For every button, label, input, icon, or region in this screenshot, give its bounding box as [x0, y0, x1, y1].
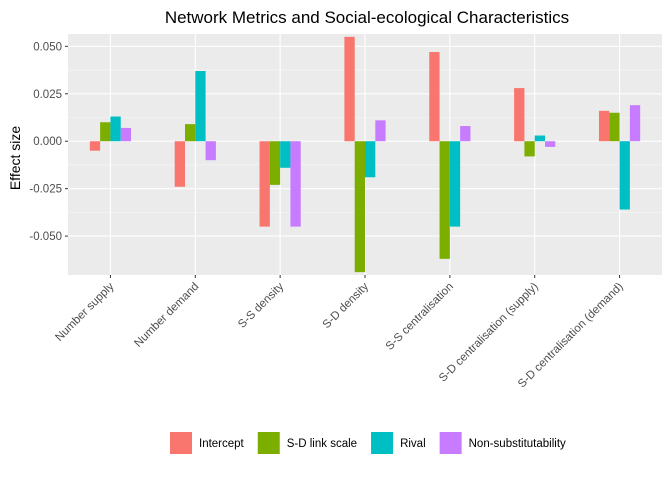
bar — [354, 141, 365, 273]
bar — [195, 71, 206, 142]
x-tick-label: S-D centralisation (supply) — [437, 281, 541, 385]
legend-item: Rival — [371, 432, 426, 454]
bars — [89, 36, 641, 273]
x-axis: Number supply Number demand S-S density S-D… — [53, 275, 626, 390]
bar — [205, 141, 216, 161]
bar — [449, 141, 461, 227]
bar — [100, 122, 111, 142]
y-tick-label: -0.025 — [29, 184, 62, 196]
x-tick-label: Number demand — [132, 281, 201, 350]
bar — [545, 141, 556, 147]
bar — [524, 141, 535, 157]
y-tick-label: 0.000 — [33, 136, 62, 148]
bar — [269, 141, 281, 185]
bar — [174, 141, 185, 187]
bar — [429, 52, 440, 142]
bar — [609, 112, 620, 142]
legend: Intercept S-D link scale Rival Non-substitu… — [170, 432, 566, 454]
legend-swatch — [439, 432, 462, 454]
bar — [375, 120, 386, 142]
chart-title: Network Metrics and Social-ecological Ch… — [165, 8, 569, 27]
bar — [598, 110, 610, 142]
legend-swatch — [170, 432, 192, 454]
bar — [290, 141, 301, 227]
bar — [365, 141, 376, 178]
bar — [534, 135, 546, 142]
bar — [439, 141, 450, 259]
legend-label: Non-substitutability — [469, 438, 566, 450]
bar — [629, 105, 641, 142]
y-tick-label: 0.050 — [33, 41, 62, 53]
legend-item: Intercept — [170, 432, 245, 454]
bar — [344, 36, 355, 142]
y-axis-label: Effect size — [7, 126, 23, 191]
bar — [110, 116, 121, 142]
x-tick-label: S-D density — [321, 280, 372, 331]
bar — [120, 127, 132, 142]
legend-swatch — [371, 432, 394, 454]
legend-item: Non-substitutability — [439, 432, 566, 454]
bar — [460, 126, 471, 142]
x-tick-label: Number supply — [53, 280, 116, 343]
legend-label: Rival — [400, 438, 426, 450]
y-axis: -0.050 -0.025 0.000 0.025 0.050 — [29, 41, 68, 243]
y-tick-label: 0.025 — [33, 89, 62, 101]
bar — [514, 88, 525, 142]
bar — [184, 124, 196, 142]
bar — [89, 141, 101, 151]
bar — [259, 141, 270, 227]
legend-label: S-D link scale — [287, 438, 357, 450]
legend-item: S-D link scale — [257, 432, 357, 454]
y-tick-label: -0.050 — [29, 231, 62, 243]
x-tick-label: S-S centralisation — [384, 281, 456, 353]
bar — [619, 141, 630, 210]
legend-swatch — [257, 432, 280, 454]
x-tick-label: S-S density — [236, 280, 286, 330]
legend-label: Intercept — [199, 438, 245, 450]
bar — [280, 141, 291, 168]
